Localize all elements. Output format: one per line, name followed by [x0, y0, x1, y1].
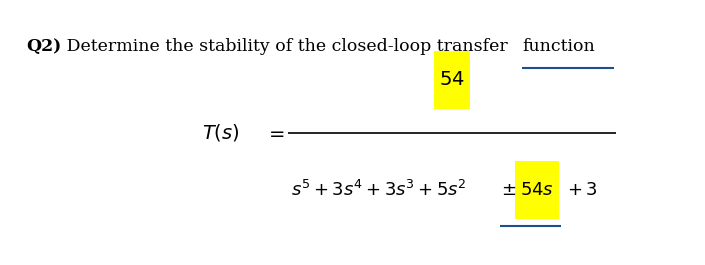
- Text: $+\,3$: $+\,3$: [567, 181, 596, 199]
- Text: $s^5 + 3s^4 + 3s^3 + 5s^2$: $s^5 + 3s^4 + 3s^3 + 5s^2$: [291, 180, 467, 200]
- FancyBboxPatch shape: [515, 161, 559, 219]
- Text: $54$: $54$: [439, 71, 465, 89]
- Text: $T(s)$: $T(s)$: [202, 122, 239, 143]
- Text: Q2): Q2): [26, 38, 61, 55]
- Text: function: function: [522, 38, 595, 55]
- Text: $=$: $=$: [264, 123, 285, 142]
- Text: $54s$: $54s$: [520, 181, 554, 199]
- Text: Determine the stability of the closed-loop transfer: Determine the stability of the closed-lo…: [61, 38, 513, 55]
- FancyBboxPatch shape: [434, 51, 470, 109]
- Text: $\pm$: $\pm$: [501, 181, 517, 199]
